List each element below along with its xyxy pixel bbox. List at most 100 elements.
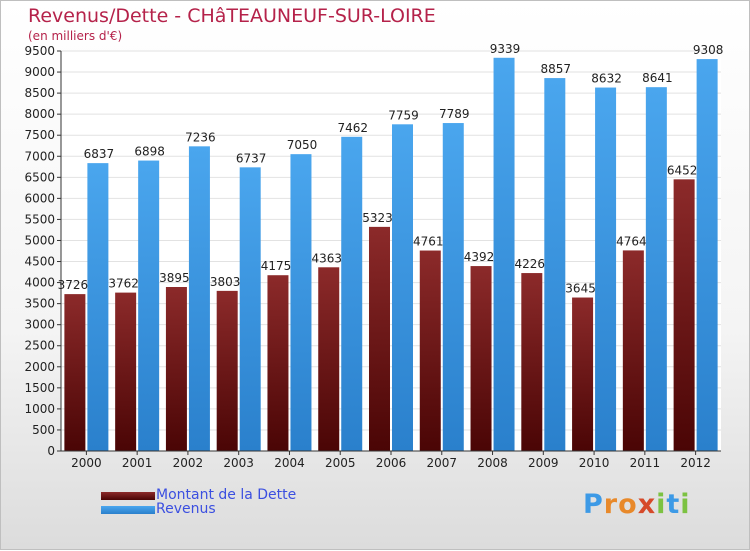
bar-dette bbox=[64, 294, 86, 451]
legend-label-revenus: Revenus bbox=[156, 501, 216, 517]
data-label: 4175 bbox=[261, 259, 292, 273]
data-label: 6452 bbox=[667, 163, 698, 177]
y-tick-label: 1500 bbox=[24, 381, 55, 395]
x-tick-label: 2007 bbox=[426, 456, 457, 470]
y-tick-label: 7000 bbox=[24, 149, 55, 163]
bar-dette bbox=[470, 266, 492, 451]
logo-letter: x bbox=[637, 489, 657, 520]
logo-letter: o bbox=[618, 489, 638, 520]
x-tick-label: 2009 bbox=[528, 456, 559, 470]
bar-dette bbox=[419, 250, 441, 451]
bar-revenus bbox=[595, 87, 617, 452]
data-label: 3895 bbox=[159, 271, 190, 285]
bar-revenus bbox=[87, 163, 109, 451]
data-label: 7236 bbox=[185, 130, 216, 144]
y-tick-label: 1000 bbox=[24, 402, 55, 416]
bar-revenus bbox=[442, 123, 464, 451]
bar-revenus bbox=[544, 78, 566, 452]
data-label: 4392 bbox=[464, 250, 495, 264]
data-label: 3803 bbox=[210, 275, 241, 289]
logo-letter: P bbox=[583, 489, 604, 520]
bar-dette bbox=[572, 297, 594, 451]
data-label: 4363 bbox=[311, 251, 342, 265]
bar-dette bbox=[521, 273, 543, 451]
y-tick-label: 3000 bbox=[24, 318, 55, 332]
data-label: 6898 bbox=[134, 145, 165, 159]
data-label: 6737 bbox=[236, 151, 267, 165]
data-label: 4226 bbox=[515, 257, 546, 271]
x-tick-label: 2000 bbox=[71, 456, 102, 470]
data-label: 6837 bbox=[84, 147, 115, 161]
bar-revenus bbox=[138, 160, 160, 451]
y-tick-label: 8500 bbox=[24, 86, 55, 100]
bar-revenus bbox=[493, 57, 515, 452]
data-label: 3726 bbox=[58, 278, 89, 292]
x-tick-label: 2002 bbox=[173, 456, 204, 470]
bar-dette bbox=[165, 287, 187, 451]
y-tick-label: 6500 bbox=[24, 170, 55, 184]
y-tick-label: 8000 bbox=[24, 107, 55, 121]
y-tick-label: 9000 bbox=[24, 65, 55, 79]
legend-swatch-dette bbox=[101, 492, 155, 500]
y-tick-label: 500 bbox=[32, 423, 55, 437]
bar-revenus bbox=[239, 167, 261, 451]
data-label: 7050 bbox=[287, 138, 318, 152]
data-label: 9339 bbox=[490, 42, 521, 56]
bar-dette bbox=[622, 250, 644, 451]
x-tick-label: 2006 bbox=[376, 456, 407, 470]
y-tick-label: 0 bbox=[47, 444, 55, 458]
data-label: 8632 bbox=[591, 72, 622, 86]
data-label: 7789 bbox=[439, 107, 470, 121]
data-label: 8857 bbox=[541, 62, 572, 76]
y-tick-label: 9500 bbox=[24, 44, 55, 58]
data-label: 7462 bbox=[337, 121, 368, 135]
legend-swatch-revenus bbox=[101, 506, 155, 514]
logo-letter: i bbox=[656, 489, 667, 520]
y-tick-label: 7500 bbox=[24, 128, 55, 142]
y-tick-label: 5500 bbox=[24, 212, 55, 226]
logo-letter: i bbox=[680, 489, 691, 520]
data-label: 3762 bbox=[108, 277, 139, 291]
bar-dette bbox=[318, 267, 340, 451]
bar-revenus bbox=[696, 59, 718, 452]
x-tick-label: 2008 bbox=[477, 456, 508, 470]
x-tick-label: 2003 bbox=[223, 456, 254, 470]
bar-dette bbox=[673, 179, 695, 451]
data-label: 5323 bbox=[362, 211, 393, 225]
proxiti-logo: Proxiti bbox=[583, 489, 691, 520]
bar-revenus bbox=[341, 136, 363, 451]
data-label: 8641 bbox=[642, 71, 673, 85]
bar-dette bbox=[115, 292, 137, 451]
legend-label-dette: Montant de la Dette bbox=[156, 487, 297, 503]
data-label: 4761 bbox=[413, 235, 444, 249]
y-tick-label: 4500 bbox=[24, 255, 55, 269]
bar-revenus bbox=[290, 154, 312, 451]
data-label: 9308 bbox=[693, 43, 724, 57]
y-tick-label: 4000 bbox=[24, 276, 55, 290]
x-tick-label: 2012 bbox=[680, 456, 711, 470]
x-tick-label: 2004 bbox=[274, 456, 305, 470]
logo-letter: t bbox=[666, 489, 681, 520]
x-tick-label: 2001 bbox=[122, 456, 153, 470]
bar-dette bbox=[369, 226, 390, 451]
y-tick-label: 2000 bbox=[24, 360, 55, 374]
bar-revenus bbox=[392, 124, 413, 451]
y-tick-label: 3500 bbox=[24, 297, 55, 311]
data-label: 7759 bbox=[388, 108, 419, 122]
x-tick-label: 2011 bbox=[630, 456, 661, 470]
bar-dette bbox=[267, 275, 289, 451]
data-label: 4764 bbox=[616, 234, 647, 248]
y-tick-label: 6000 bbox=[24, 191, 55, 205]
chart-title: Revenus/Dette - CHâTEAUNEUF-SUR-LOIRE bbox=[28, 5, 436, 27]
bar-revenus bbox=[645, 87, 667, 451]
x-tick-label: 2005 bbox=[325, 456, 356, 470]
x-tick-label: 2010 bbox=[579, 456, 610, 470]
chart-subtitle: (en milliers d'€) bbox=[28, 29, 123, 43]
y-tick-label: 5000 bbox=[24, 233, 55, 247]
data-label: 3645 bbox=[565, 282, 596, 296]
y-tick-label: 2500 bbox=[24, 339, 55, 353]
bar-dette bbox=[216, 290, 238, 451]
logo-letter: r bbox=[603, 489, 619, 520]
